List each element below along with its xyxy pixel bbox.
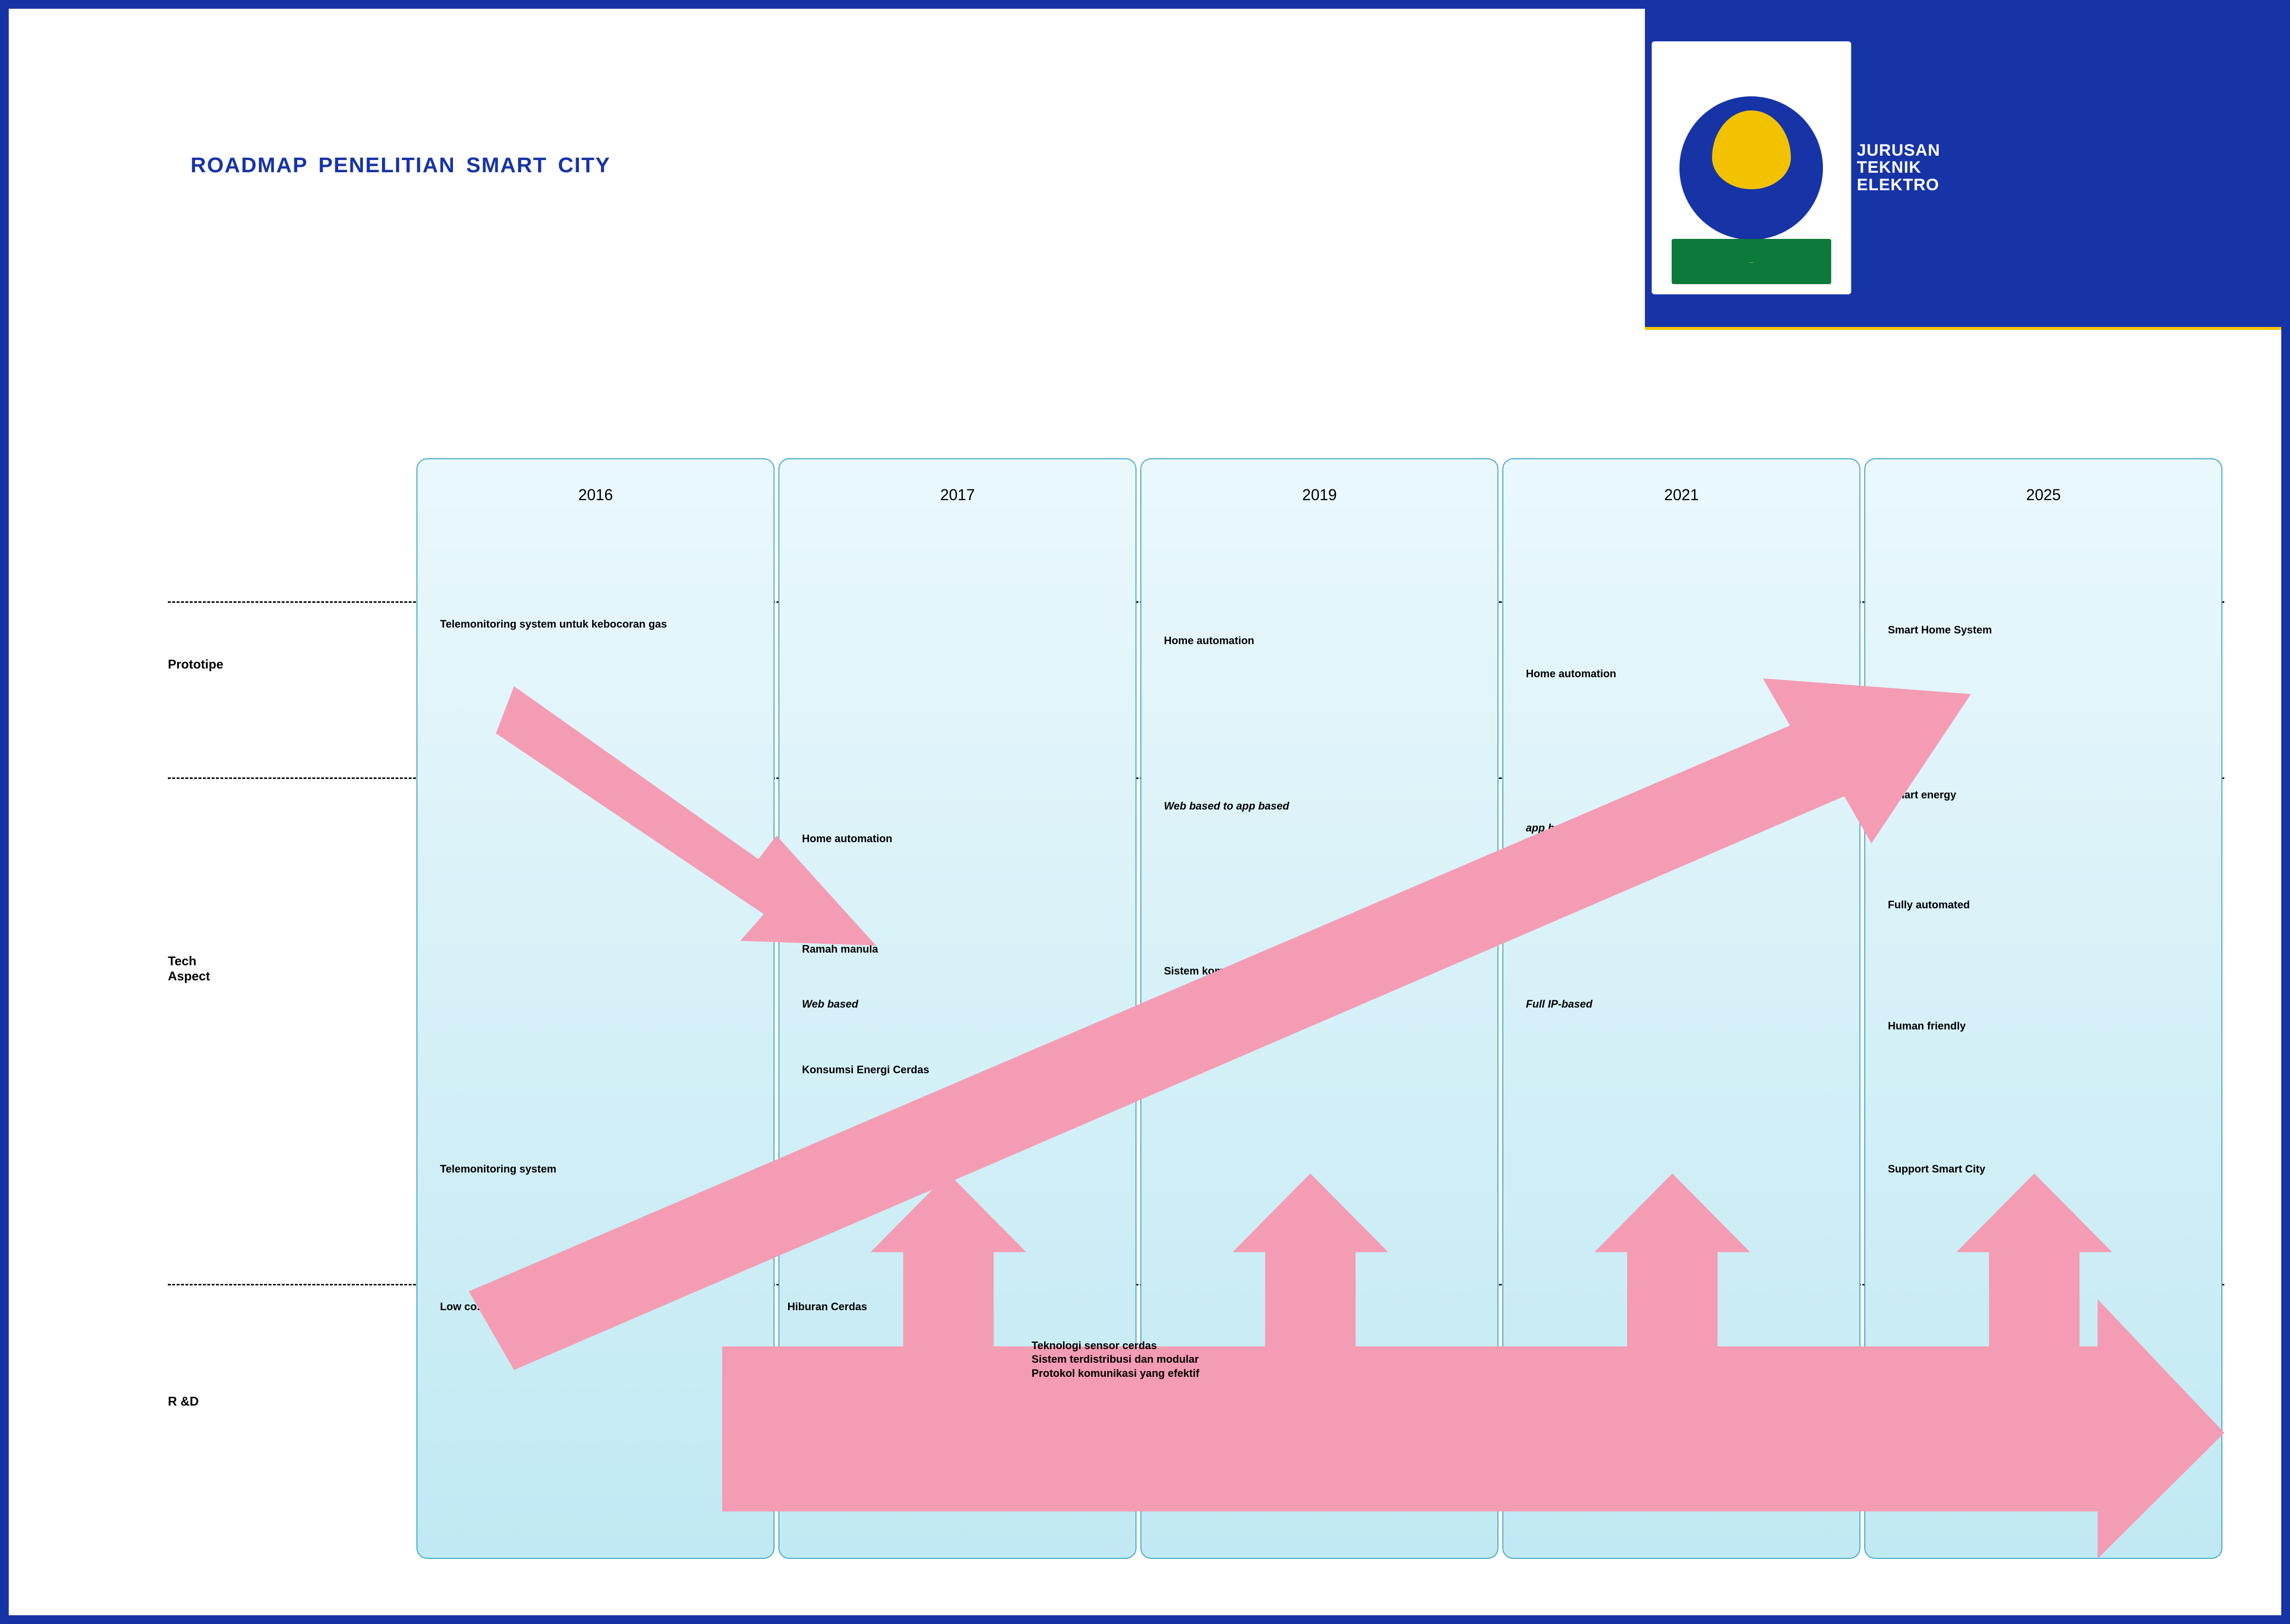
rd-line-2: Sistem terdistribusi dan modular — [1031, 1353, 1199, 1367]
dept-line-1: JURUSAN — [1857, 142, 1940, 160]
logo-top-text: ISLAM — [1745, 102, 1758, 106]
header-badge: ISLAM ـــ JURUSAN TEKNIK ELEKTRO — [1645, 9, 2281, 330]
arrow-rd-band — [722, 1173, 2225, 1559]
logo-emblem: ISLAM — [1679, 96, 1823, 240]
row-label-prototipe: Prototipe — [168, 657, 223, 672]
arrows-overlay — [415, 458, 2224, 1559]
row-label-tech-text: TechAspect — [168, 954, 210, 983]
row-label-tech: TechAspect — [168, 954, 210, 984]
department-name: JURUSAN TEKNIK ELEKTRO — [1857, 142, 1940, 194]
rd-line-1: Teknologi sensor cerdas — [1031, 1339, 1199, 1353]
dept-line-2: TEKNIK — [1857, 159, 1940, 177]
row-label-rd: R &D — [168, 1394, 199, 1409]
page-title: ROADMAP PENELITIAN SMART CITY — [191, 153, 611, 178]
arrow-diag-down — [496, 686, 876, 946]
arrow-diag-up — [469, 679, 1971, 1371]
roadmap-chart: Prototipe TechAspect R &D 2016 Telemonit… — [168, 458, 2224, 1559]
rd-arrow-text: Teknologi sensor cerdas Sistem terdistri… — [1031, 1339, 1199, 1381]
rd-line-3: Protokol komunikasi yang efektif — [1031, 1367, 1199, 1381]
logo-script: ـــ — [1672, 239, 1831, 285]
dept-line-3: ELEKTRO — [1857, 177, 1940, 194]
page: ISLAM ـــ JURUSAN TEKNIK ELEKTRO ROADMAP… — [9, 9, 2281, 1615]
row-labels: Prototipe TechAspect R &D — [168, 458, 415, 1559]
university-logo: ISLAM ـــ — [1652, 41, 1851, 294]
